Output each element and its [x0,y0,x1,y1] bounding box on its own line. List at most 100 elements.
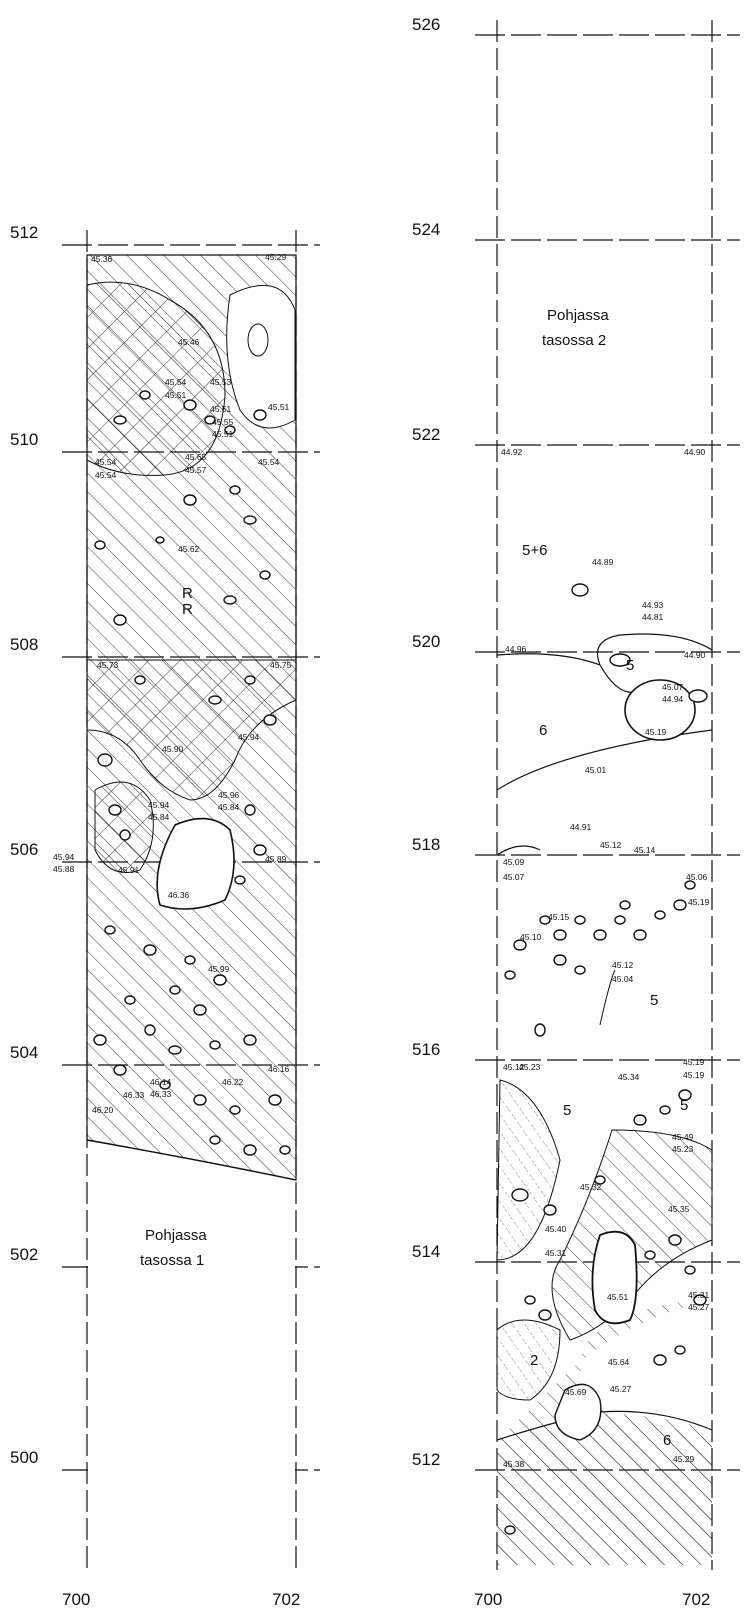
layer-number: 6 [539,722,547,739]
elevation-label: 45.96 [218,790,240,800]
left-grid-labels: 512 510 508 506 504 502 500 700 702 Pohj… [10,223,300,1609]
elevation-label: 45.01 [585,765,607,775]
elevation-label: 45.14 [634,845,656,855]
elevation-label: 45.27 [688,1302,710,1312]
left-x-label-700: 700 [62,1590,90,1609]
elevation-label: 45.55 [212,417,234,427]
right-y-label-516: 516 [412,1040,440,1059]
right-y-label-526: 526 [412,15,440,34]
elevation-label: 44.90 [684,650,706,660]
elevation-label: 45.53 [210,377,232,387]
elevation-label: 45.94 [238,732,260,742]
elevation-label: 46.33 [150,1089,172,1099]
left-y-label-506: 506 [10,840,38,859]
elevation-label: 45.51 [268,402,290,412]
elevation-label: 46.33 [123,1090,145,1100]
elevation-label: 45.19 [645,727,667,737]
right-y-label-514: 514 [412,1242,440,1261]
right-x-label-700: 700 [474,1590,502,1609]
elevation-label: 45.38 [503,1459,525,1469]
elevation-label: 45.32 [580,1182,602,1192]
elevation-label: 44.81 [642,612,664,622]
left-y-label-510: 510 [10,430,38,449]
elevation-label: 45.84 [148,812,170,822]
right-note-line2: tasossa 2 [542,332,606,349]
elevation-label: 45.91 [118,865,140,875]
right-y-label-520: 520 [412,632,440,651]
left-marker-r2: R [182,601,193,618]
elevation-label: 45.29 [265,252,287,262]
right-y-label-518: 518 [412,835,440,854]
elevation-label: 45.15 [548,912,570,922]
elevation-label: 44.91 [570,822,592,832]
elevation-label: 44.92 [501,447,523,457]
elevation-label: 45.89 [265,854,287,864]
left-plan [62,230,320,1570]
elevation-label: 45.06 [686,872,708,882]
elevation-label: 45.84 [218,802,240,812]
elevation-label: 45.90 [162,744,184,754]
elevation-label: 45.73 [97,660,119,670]
elevation-label: 45.54 [95,457,117,467]
left-y-label-504: 504 [10,1043,38,1062]
elevation-label: 45.64 [608,1357,630,1367]
elevation-label: 45.19 [683,1070,705,1080]
left-note-line2: tasossa 1 [140,1252,204,1269]
elevation-label: 45.94 [53,852,75,862]
elevation-label: 45.27 [610,1384,632,1394]
elevation-label: 46.16 [268,1064,290,1074]
left-y-label-512: 512 [10,223,38,242]
elevation-label: 45.07 [503,872,525,882]
layer-number: 5 [626,657,634,674]
elevation-label: 45.29 [673,1454,695,1464]
right-note-line1: Pohjassa [547,307,609,324]
right-y-label-522: 522 [412,425,440,444]
elevation-label: 45.09 [503,857,525,867]
right-layer-numbers: 5+6 5 6 5 5 5 2 6 [522,542,688,1449]
elevation-label: 45.54 [258,457,280,467]
right-y-label-512: 512 [412,1450,440,1469]
elevation-label: 45.75 [270,660,292,670]
elevation-label: 45.65 [185,452,207,462]
elevation-label: 45.51 [210,404,232,414]
elevation-label: 45.51 [212,429,234,439]
elevation-label: 45.51 [165,390,187,400]
elevation-label: 45.19 [688,897,710,907]
left-y-label-508: 508 [10,635,38,654]
elevation-label: 45.12 [600,840,622,850]
right-x-label-702: 702 [682,1590,710,1609]
elevation-label: 45.31 [688,1290,710,1300]
right-plan [475,20,740,1570]
elevation-label: 44.89 [592,557,614,567]
elevation-label: 45.19 [683,1057,705,1067]
right-elevations: 44.92 44.90 44.89 44.93 44.81 44.96 44.9… [501,447,710,1469]
right-y-label-524: 524 [412,220,440,239]
elevation-label: 44.93 [642,600,664,610]
left-elevations: 45.36 45.29 45.46 45.54 45.53 45.51 45.5… [53,252,292,1115]
left-y-label-502: 502 [10,1245,38,1264]
elevation-label: 44.90 [684,447,706,457]
elevation-label: 45.40 [545,1224,567,1234]
left-note-line1: Pohjassa [145,1227,207,1244]
layer-number: 5+6 [522,542,547,559]
elevation-label: 45.07 [662,682,684,692]
layer-number: 6 [663,1432,671,1449]
layer-number: 5 [650,992,658,1009]
elevation-label: 46.22 [222,1077,244,1087]
layer-number: 5 [680,1097,688,1114]
right-grid-labels: 526 524 522 520 518 516 514 512 700 702 … [412,15,710,1609]
elevation-label: 45.12 [503,1062,525,1072]
elevation-label: 45.35 [668,1204,690,1214]
elevation-label: 45.69 [565,1387,587,1397]
layer-number: 5 [563,1102,571,1119]
elevation-label: 45.36 [91,254,113,264]
elevation-label: 45.23 [519,1062,541,1072]
left-y-label-500: 500 [10,1448,38,1467]
elevation-label: 45.31 [545,1248,567,1258]
elevation-label: 44.96 [505,644,527,654]
elevation-label: 45.10 [520,932,542,942]
elevation-label: 45.51 [607,1292,629,1302]
elevation-label: 46.36 [168,890,190,900]
elevation-label: 45.88 [53,864,75,874]
elevation-label: 45.94 [148,800,170,810]
